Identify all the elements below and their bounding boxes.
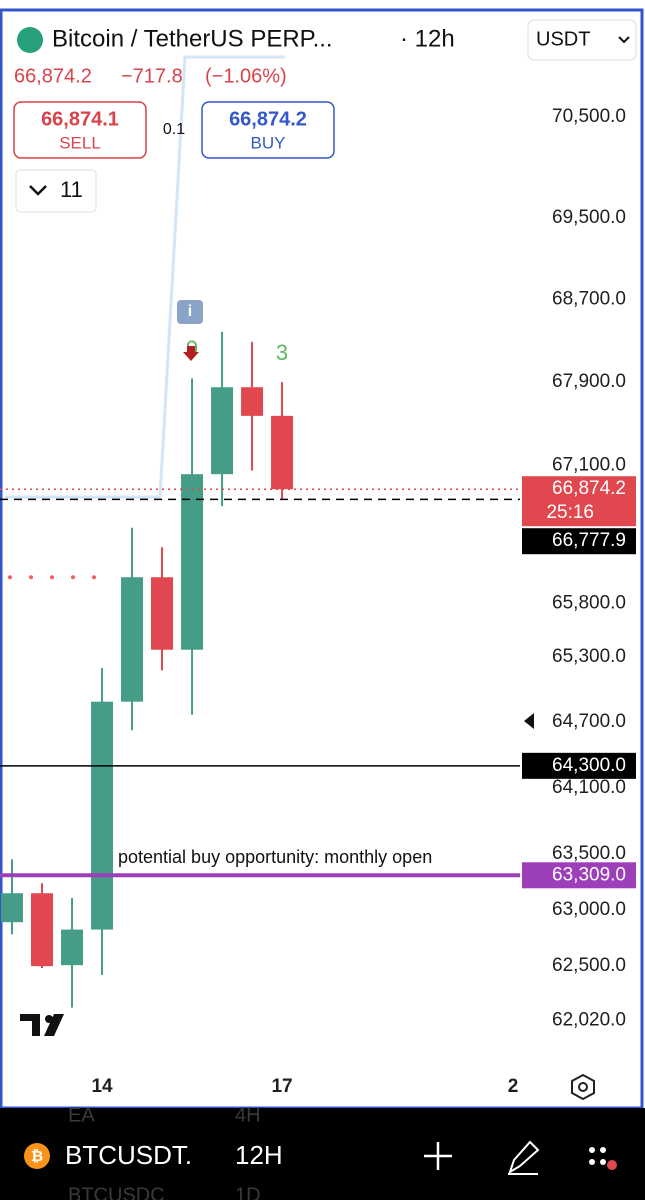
- y-tick-label: 64,700.0: [552, 711, 626, 732]
- price-tag-label: 64,300.0: [552, 755, 626, 776]
- indicator-line: [5, 55, 285, 499]
- ghost-text: 4H: [235, 1104, 261, 1126]
- x-tick-label: 17: [271, 1076, 292, 1097]
- y-tick-label: 62,020.0: [552, 1009, 626, 1030]
- currency-select[interactable]: [527, 19, 637, 61]
- frame: [0, 8, 644, 1110]
- bottom-interval[interactable]: 12H: [235, 1140, 283, 1170]
- indicators-toggle[interactable]: [15, 169, 97, 213]
- buy-price[interactable]: 66,874.2: [229, 108, 307, 130]
- price-tag: [522, 862, 636, 889]
- sell-button[interactable]: [13, 101, 147, 159]
- buy-label[interactable]: BUY: [251, 133, 286, 152]
- coin-icon: [24, 1143, 50, 1169]
- ghost-text: BTCUSDC: [68, 1184, 165, 1200]
- bottom-symbol[interactable]: BTCUSDT.: [65, 1140, 192, 1170]
- price-tag-label: 66,874.2: [552, 478, 626, 499]
- candle-body: [181, 474, 204, 650]
- price-tag-label: 63,309.0: [552, 864, 626, 885]
- logo-dot: [45, 1015, 53, 1023]
- price-tag: [522, 476, 636, 527]
- interval: · 12h: [400, 25, 455, 52]
- candle-body: [271, 415, 294, 490]
- info-glyph: i: [188, 303, 192, 320]
- y-tick-label: 64,100.0: [552, 777, 626, 798]
- sell-arrow: [183, 346, 199, 361]
- currency[interactable]: USDT: [536, 28, 590, 50]
- change-pct: (−1.06%): [205, 65, 287, 87]
- candle-body: [151, 577, 174, 650]
- info-icon[interactable]: [177, 300, 203, 324]
- y-tick-label: 69,500.0: [552, 207, 626, 228]
- sell-price[interactable]: 66,874.1: [41, 108, 119, 130]
- cursor-arrow: [524, 713, 534, 729]
- x-tick-label: 2: [508, 1076, 519, 1097]
- y-tick-label: 63,000.0: [552, 899, 626, 920]
- ghost-text: 1D: [235, 1184, 261, 1200]
- y-tick-label: 65,300.0: [552, 646, 626, 667]
- sell-label[interactable]: SELL: [59, 133, 101, 152]
- coin-glyph: ₿: [31, 1148, 43, 1165]
- annotation: potential buy opportunity: monthly open: [118, 847, 432, 867]
- settings-icon[interactable]: [571, 1073, 595, 1101]
- price-tag: [522, 528, 636, 555]
- notify-dot: [607, 1160, 617, 1170]
- spread: 0.1: [163, 121, 185, 138]
- coin-icon: [17, 27, 43, 53]
- draw-icon[interactable]: [508, 1140, 540, 1175]
- change: −717.8: [121, 65, 183, 87]
- settings-core: [578, 1082, 588, 1092]
- candle-body: [1, 893, 24, 923]
- candle-body: [241, 387, 264, 416]
- y-tick-label: 67,100.0: [552, 454, 626, 475]
- y-tick-label: 63,500.0: [552, 843, 626, 864]
- candle-body: [61, 929, 84, 966]
- candle-body: [91, 701, 114, 930]
- candle-body: [121, 577, 144, 702]
- price-tag-label: 66,777.9: [552, 530, 626, 551]
- y-tick-label: 65,800.0: [552, 592, 626, 613]
- chevron: [618, 36, 630, 44]
- y-tick-label: 68,700.0: [552, 288, 626, 309]
- price-tag-timer: 25:16: [546, 502, 594, 523]
- price-tag: [522, 752, 636, 779]
- y-tick-label: 62,500.0: [552, 955, 626, 976]
- y-tick-label: 67,900.0: [552, 371, 626, 392]
- last-price: 66,874.2: [14, 65, 92, 87]
- buy-button[interactable]: [201, 101, 335, 159]
- ghost-text: EA: [68, 1104, 95, 1126]
- more-icon[interactable]: [589, 1147, 606, 1165]
- symbol-title: Bitcoin / TetherUS PERP...: [52, 25, 333, 52]
- marker: 3: [276, 340, 288, 365]
- candle-body: [31, 893, 54, 967]
- logo: [20, 1014, 64, 1036]
- y-tick-label: 70,500.0: [552, 106, 626, 127]
- chevron: [29, 185, 47, 196]
- indicators-count[interactable]: 11: [60, 177, 83, 202]
- add-icon[interactable]: [424, 1142, 452, 1170]
- bottom-bar: [0, 1108, 645, 1200]
- plot: 70,500.0 69,500.0 68,700.0 67,900.0 67,100.0…: [0, 106, 636, 1097]
- candle-body: [211, 387, 234, 475]
- x-tick-label: 14: [91, 1076, 113, 1097]
